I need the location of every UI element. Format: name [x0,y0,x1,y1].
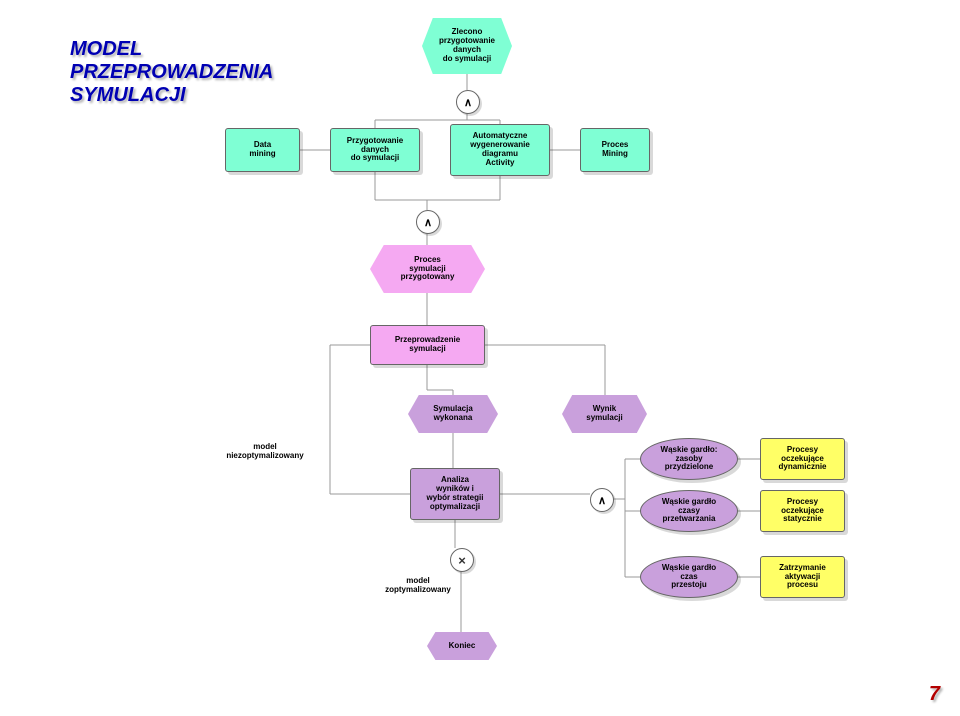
title-line1: MODEL [70,38,142,60]
title-line3: SYMULACJI [70,84,186,106]
node-koniec: Koniec [427,632,497,660]
node-analiza: Analizawyników iwybór strategiioptymaliz… [410,468,500,520]
node-automatyczne: AutomatycznewygenerowaniediagramuActivit… [450,124,550,176]
node-model_zopt: modelzoptymalizowany [363,572,473,600]
node-zlecono: Zleconoprzygotowaniedanychdo symulacji [422,18,512,74]
node-przeprowadzenie: Przeprowadzeniesymulacji [370,325,485,365]
node-zatrzymanie: Zatrzymanieaktywacjiprocesu [760,556,845,598]
node-proces_mining: ProcesMining [580,128,650,172]
node-symulacja_wyk: Symulacjawykonana [408,395,498,433]
node-proces_sym: Processymulacjiprzygotowany [370,245,485,293]
node-waskie2: Wąskie gardłoczasyprzetwarzania [640,490,738,532]
node-waskie3: Wąskie gardłoczasprzestoju [640,556,738,598]
gate-3 [590,488,614,512]
gate-1 [456,90,480,114]
gate-cross [450,548,474,572]
node-model_niezopt: modelniezoptymalizowany [200,438,330,466]
node-przygotowanie: Przygotowaniedanychdo symulacji [330,128,420,172]
node-data_mining: Datamining [225,128,300,172]
node-wynik: Wyniksymulacji [562,395,647,433]
page-number: 7 [929,683,940,706]
gate-2 [416,210,440,234]
node-waskie1: Wąskie gardło:zasobyprzydzielone [640,438,738,480]
node-procesy_stat: Procesyoczekującestatycznie [760,490,845,532]
title-line2: PRZEPROWADZENIA [70,61,273,83]
page-title: MODEL PRZEPROWADZENIA SYMULACJI [70,38,273,107]
node-procesy_dyn: Procesyoczekującedynamicznie [760,438,845,480]
